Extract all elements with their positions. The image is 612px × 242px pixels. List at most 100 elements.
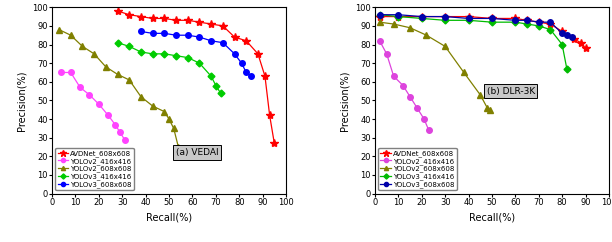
YOLOv2_416x416: [383, 53, 390, 55]
YOLOv2_416x416: [420, 118, 428, 121]
YOLOv3_416x416: [512, 21, 519, 24]
YOLOv2_608x608: [114, 73, 121, 76]
YOLOv2_608x608: [460, 71, 468, 74]
YOLOv3_416x416: [196, 62, 203, 65]
AVDNet_608x608: [266, 114, 274, 117]
YOLOv2_416x416: [58, 71, 65, 74]
YOLOv2_608x608: [55, 28, 62, 31]
YOLOv2_416x416: [116, 131, 124, 134]
Y-axis label: Precision(%): Precision(%): [17, 70, 26, 131]
YOLOv3_608x608: [137, 30, 144, 33]
AVDNet_608x608: [114, 9, 121, 12]
AVDNet_608x608: [184, 19, 192, 22]
YOLOv2_608x608: [477, 93, 484, 96]
YOLOv3_608x608: [238, 62, 245, 65]
YOLOv3_416x416: [125, 45, 133, 48]
YOLOv3_416x416: [441, 19, 449, 22]
YOLOv3_608x608: [547, 21, 554, 24]
YOLOv2_608x608: [441, 45, 449, 48]
Legend: AVDNet_608x608, YOLOv2_416x416, YOLOv2_608x608, YOLOv3_416x416, YOLOv3_608x608: AVDNet_608x608, YOLOv2_416x416, YOLOv2_6…: [378, 148, 457, 190]
YOLOv3_416x416: [207, 75, 215, 78]
AVDNet_608x608: [231, 36, 238, 38]
YOLOv3_608x608: [568, 36, 575, 38]
YOLOv2_608x608: [91, 53, 98, 55]
YOLOv3_608x608: [465, 17, 472, 20]
YOLOv3_416x416: [217, 91, 224, 94]
YOLOv3_416x416: [395, 15, 402, 18]
YOLOv3_608x608: [512, 19, 519, 22]
AVDNet_608x608: [512, 17, 519, 20]
AVDNet_608x608: [441, 15, 449, 18]
YOLOv3_608x608: [395, 13, 402, 16]
YOLOv3_416x416: [547, 28, 554, 31]
YOLOv3_608x608: [207, 39, 215, 42]
YOLOv2_416x416: [406, 95, 414, 98]
YOLOv3_608x608: [523, 19, 531, 22]
YOLOv2_608x608: [390, 23, 397, 25]
AVDNet_608x608: [207, 23, 215, 25]
YOLOv3_608x608: [247, 75, 255, 78]
YOLOv3_416x416: [376, 13, 383, 16]
YOLOv2_608x608: [161, 110, 168, 113]
Line: YOLOv2_608x608: YOLOv2_608x608: [56, 27, 181, 150]
YOLOv3_608x608: [376, 13, 383, 16]
YOLOv3_416x416: [137, 51, 144, 53]
YOLOv2_608x608: [483, 106, 491, 109]
YOLOv3_608x608: [488, 17, 496, 20]
Y-axis label: Precision(%): Precision(%): [340, 70, 349, 131]
AVDNet_608x608: [535, 21, 542, 24]
YOLOv2_416x416: [67, 71, 75, 74]
AVDNet_608x608: [559, 30, 566, 33]
YOLOv3_608x608: [219, 41, 226, 44]
YOLOv2_416x416: [376, 39, 383, 42]
YOLOv2_608x608: [125, 78, 133, 81]
YOLOv3_608x608: [184, 34, 192, 37]
YOLOv3_416x416: [465, 19, 472, 22]
Legend: AVDNet_608x608, YOLOv2_416x416, YOLOv2_608x608, YOLOv3_416x416, YOLOv3_608x608: AVDNet_608x608, YOLOv2_416x416, YOLOv2_6…: [56, 148, 133, 190]
AVDNet_608x608: [271, 142, 278, 145]
YOLOv2_608x608: [79, 45, 86, 48]
AVDNet_608x608: [488, 17, 496, 20]
YOLOv3_416x416: [173, 54, 180, 57]
YOLOv2_608x608: [376, 21, 383, 24]
AVDNet_608x608: [261, 75, 269, 78]
YOLOv3_416x416: [488, 21, 496, 24]
YOLOv2_416x416: [400, 84, 407, 87]
AVDNet_608x608: [173, 19, 180, 22]
AVDNet_608x608: [418, 15, 425, 18]
AVDNet_608x608: [196, 21, 203, 24]
YOLOv3_608x608: [231, 53, 238, 55]
YOLOv2_416x416: [413, 106, 420, 109]
AVDNet_608x608: [523, 19, 531, 22]
AVDNet_608x608: [577, 41, 584, 44]
YOLOv2_416x416: [121, 138, 129, 141]
X-axis label: Recall(%): Recall(%): [469, 212, 515, 222]
AVDNet_608x608: [161, 17, 168, 20]
Line: YOLOv3_416x416: YOLOv3_416x416: [115, 40, 223, 95]
YOLOv2_416x416: [111, 123, 119, 126]
YOLOv3_416x416: [114, 41, 121, 44]
AVDNet_608x608: [149, 17, 156, 20]
YOLOv2_608x608: [67, 34, 75, 37]
YOLOv3_416x416: [523, 23, 531, 25]
YOLOv3_608x608: [173, 34, 180, 37]
YOLOv3_608x608: [418, 15, 425, 18]
Line: YOLOv2_416x416: YOLOv2_416x416: [59, 70, 127, 142]
Line: AVDNet_608x608: AVDNet_608x608: [113, 7, 278, 147]
YOLOv3_608x608: [563, 34, 570, 37]
YOLOv2_608x608: [102, 65, 110, 68]
Line: YOLOv3_416x416: YOLOv3_416x416: [377, 12, 569, 71]
YOLOv3_416x416: [563, 67, 570, 70]
YOLOv2_416x416: [95, 103, 102, 106]
Text: (b) DLR-3K: (b) DLR-3K: [487, 87, 535, 96]
YOLOv2_608x608: [423, 34, 430, 37]
AVDNet_608x608: [242, 39, 250, 42]
YOLOv2_608x608: [406, 26, 414, 29]
X-axis label: Recall(%): Recall(%): [146, 212, 192, 222]
AVDNet_608x608: [254, 53, 261, 55]
AVDNet_608x608: [582, 47, 589, 50]
YOLOv3_416x416: [149, 53, 156, 55]
YOLOv3_608x608: [149, 32, 156, 35]
YOLOv3_416x416: [418, 17, 425, 20]
Line: YOLOv3_608x608: YOLOv3_608x608: [138, 29, 254, 79]
